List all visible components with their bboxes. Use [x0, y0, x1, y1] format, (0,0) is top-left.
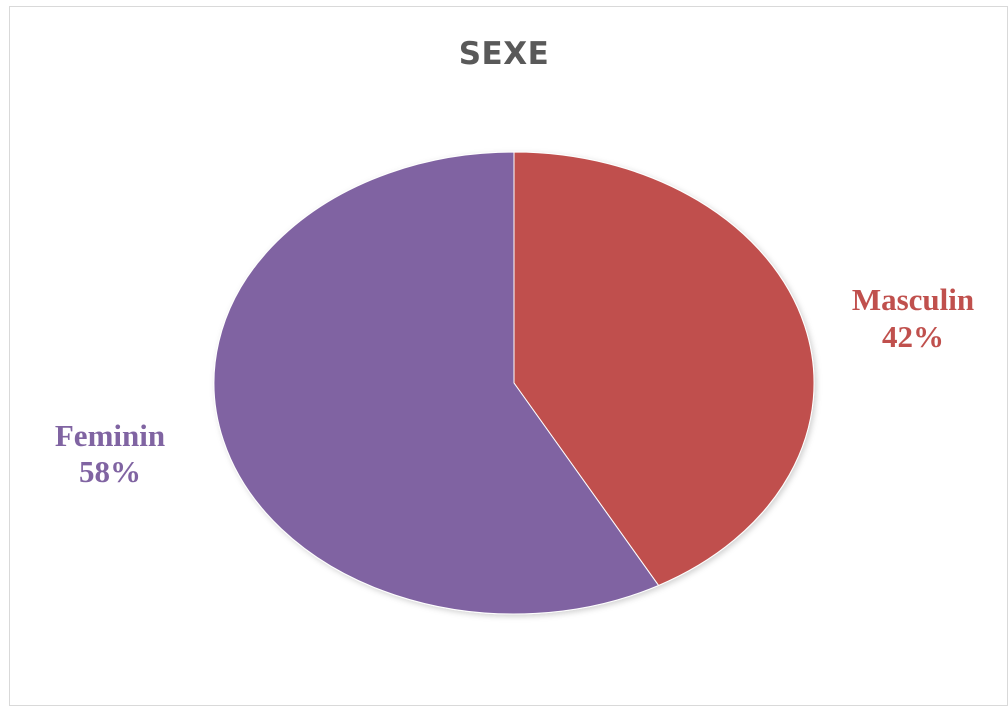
slice-label-feminin: Feminin	[55, 418, 165, 453]
pie-slice-feminin	[213, 151, 660, 615]
chart-title: SEXE	[458, 36, 550, 72]
slice-percent-feminin: 58%	[79, 454, 141, 489]
slice-label-masculin: Masculin	[852, 282, 974, 317]
slice-percent-masculin: 42%	[882, 319, 944, 354]
pie-slice-masculin	[513, 151, 815, 587]
